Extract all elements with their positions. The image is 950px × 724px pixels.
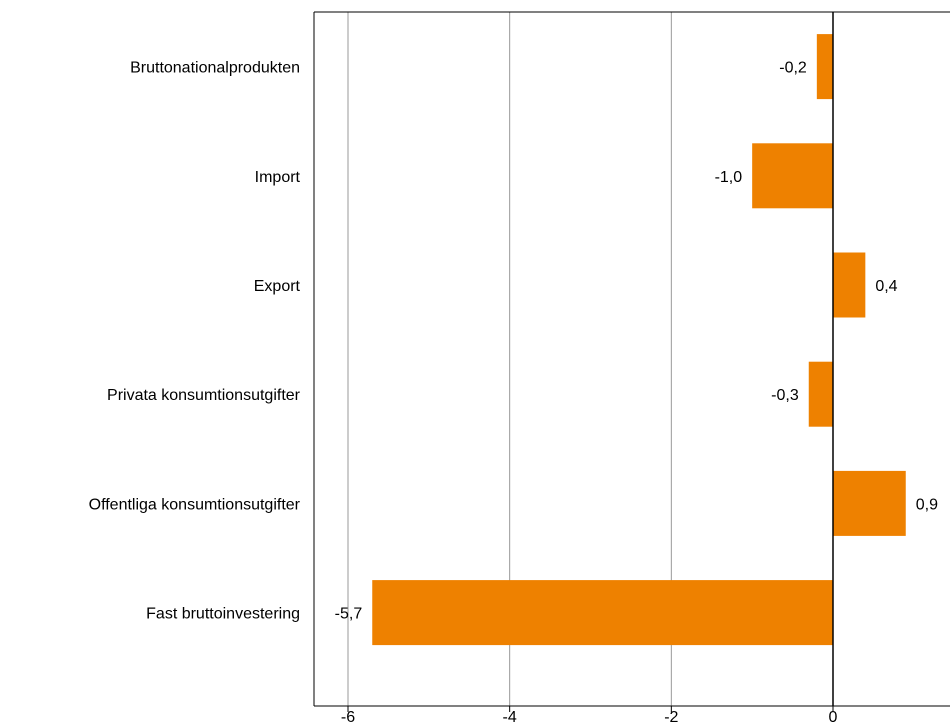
bar [833,252,866,318]
category-label: Fast bruttoinvestering [146,606,300,623]
data-label: -0,2 [779,60,807,77]
x-tick-label: -2 [664,709,678,724]
x-tick-label: 0 [829,709,838,724]
x-tick-label: -6 [341,709,355,724]
bar [816,34,833,100]
category-label: Privata konsumtionsutgifter [107,387,301,404]
category-label: Export [254,278,301,295]
value-labels: -0,2 -1,0 0,4 -0,3 0,9 -5,7 [335,60,938,623]
x-axis-ticks: -6 -4 -2 0 [341,706,838,724]
bar [372,580,833,646]
bar [833,470,906,536]
bar [808,361,833,427]
category-labels: Bruttonationalprodukten Import Export Priva… [89,60,301,623]
x-tick-label: -4 [503,709,517,724]
bars [372,34,906,646]
bar [752,143,833,209]
data-label: -1,0 [715,169,743,186]
category-label: Bruttonationalprodukten [130,60,300,77]
category-label: Import [255,169,301,186]
plot-frame [313,11,950,707]
data-label: 0,9 [916,496,938,513]
data-label: -0,3 [771,387,799,404]
data-label: -5,7 [335,606,363,623]
category-label: Offentliga konsumtionsutgifter [89,496,301,513]
data-label: 0,4 [875,278,897,295]
